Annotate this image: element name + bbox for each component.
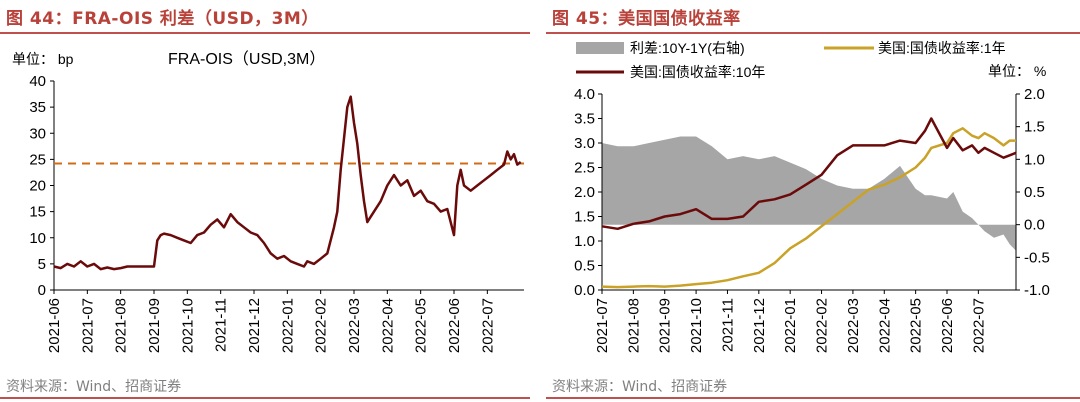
right-x-tick-label: 2021-08: [625, 298, 642, 353]
left-x-tick-label: 2022-03: [346, 298, 363, 353]
right-unit-label: 单位： %: [988, 63, 1046, 79]
right-x-tick-label: 2022-02: [814, 298, 831, 353]
left-figure-title: 图 44：FRA-OIS 利差（USD，3M）: [6, 9, 319, 29]
right-x-tick-label: 2021-10: [688, 298, 705, 353]
right-x-tick-label: 2022-04: [876, 298, 893, 353]
right-left-y-tick-label: 2.0: [574, 184, 595, 201]
right-right-y-tick-label: -1.0: [1024, 282, 1050, 299]
legend-swatch-spread: [576, 42, 624, 54]
us-treasury-chart: 利差:10Y-1Y(右轴) 美国:国债收益率:1年 美国:国债收益率:10年 单…: [574, 40, 1050, 353]
right-x-tick-label: 2022-03: [845, 298, 862, 353]
left-y-tick-label: 15: [29, 204, 46, 221]
spread-area: [602, 136, 1016, 251]
right-right-y-tick-label: -0.5: [1024, 249, 1050, 266]
left-x-tick-label: 2022-01: [279, 298, 296, 353]
right-title-rule: [546, 32, 1080, 34]
right-right-y-tick-label: 1.0: [1024, 151, 1045, 168]
right-x-tick-label: 2022-07: [970, 298, 987, 353]
left-y-tick-label: 30: [29, 125, 46, 142]
right-left-y-tick-label: 2.5: [574, 160, 595, 177]
left-chart-title: FRA-OIS（USD,3M）: [168, 50, 325, 68]
left-y-tick-label: 10: [29, 230, 46, 247]
right-x-tick-label: 2022-01: [782, 298, 799, 353]
left-y-tick-label: 40: [29, 73, 46, 90]
right-left-y-tick-label: 3.5: [574, 111, 595, 128]
right-left-y-tick-label: 0.0: [574, 282, 595, 299]
right-bottom-rule: [546, 397, 1080, 399]
right-x-tick-label: 2021-12: [751, 298, 768, 353]
right-left-y-tick-label: 1.5: [574, 209, 595, 226]
left-x-tick-label: 2021-08: [113, 298, 130, 353]
right-right-y-tick-label: 1.5: [1024, 119, 1045, 136]
right-left-y-tick-label: 0.5: [574, 258, 595, 275]
legend-label-1y: 美国:国债收益率:1年: [878, 40, 1006, 56]
legend: 利差:10Y-1Y(右轴) 美国:国债收益率:1年 美国:国债收益率:10年: [576, 40, 1006, 80]
left-bottom-rule: [0, 397, 530, 399]
left-x-tick-label: 2021-12: [246, 298, 263, 353]
left-title-rule: [0, 32, 530, 34]
right-x-tick-label: 2021-07: [594, 298, 611, 353]
yield-10y-line: [601, 117, 1017, 231]
right-source-note: 资料来源：Wind、招商证券: [552, 379, 728, 395]
left-x-tick-label: 2021-09: [146, 298, 163, 353]
yield-1y-line: [601, 127, 1016, 289]
left-x-tick-label: 2021-11: [213, 298, 230, 352]
right-left-y-tick-label: 3.0: [574, 135, 595, 152]
left-x-tick-label: 2022-07: [479, 298, 496, 353]
fra-ois-series-line: [53, 95, 522, 271]
left-y-tick-label: 35: [29, 99, 46, 116]
left-y-tick-label: 20: [29, 178, 46, 195]
right-x-tick-label: 2021-09: [657, 298, 674, 353]
left-y-tick-label: 25: [29, 151, 46, 168]
legend-label-spread: 利差:10Y-1Y(右轴): [630, 40, 745, 56]
right-x-tick-label: 2022-06: [939, 298, 956, 353]
legend-label-10y: 美国:国债收益率:10年: [630, 64, 765, 80]
left-x-tick-label: 2021-07: [79, 298, 96, 353]
left-x-tick-label: 2022-06: [446, 298, 463, 353]
left-unit-label: 单位： bp: [12, 51, 74, 67]
left-x-tick-label: 2021-06: [46, 298, 63, 353]
right-x-tick-label: 2021-11: [719, 298, 736, 352]
right-right-y-tick-label: 0.5: [1024, 184, 1045, 201]
right-left-y-tick-label: 1.0: [574, 233, 595, 250]
right-right-y-tick-label: 0.0: [1024, 217, 1045, 234]
left-x-tick-label: 2022-02: [313, 298, 330, 353]
right-right-y-tick-label: 2.0: [1024, 86, 1045, 103]
right-x-tick-label: 2022-05: [908, 298, 925, 353]
left-x-tick-label: 2022-05: [413, 298, 430, 353]
left-x-tick-label: 2022-04: [379, 298, 396, 353]
left-source-note: 资料来源：Wind、招商证券: [6, 379, 182, 395]
left-x-tick-label: 2021-10: [179, 298, 196, 353]
right-figure-title: 图 45：美国国债收益率: [552, 9, 741, 29]
fra-ois-chart: 单位： bp FRA-OIS（USD,3M） 0 5 10 15 20 25 30 35 40 2…: [12, 50, 524, 353]
left-y-tick-label: 0: [38, 282, 46, 299]
left-y-tick-label: 5: [38, 256, 46, 273]
right-left-y-tick-label: 4.0: [574, 86, 595, 103]
